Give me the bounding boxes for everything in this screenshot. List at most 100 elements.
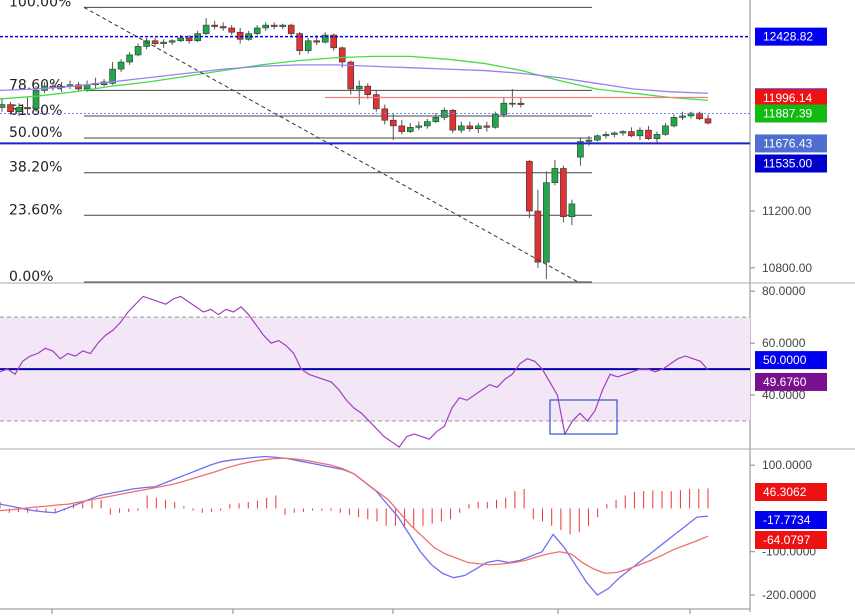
rsi-axis-tick-label: 40.0000 bbox=[762, 388, 806, 402]
macd-tag-box bbox=[755, 511, 827, 529]
candle-body bbox=[415, 125, 423, 128]
candle-body bbox=[338, 47, 346, 63]
candle-body bbox=[160, 41, 167, 44]
candle-body bbox=[253, 27, 261, 34]
candle-body bbox=[611, 132, 618, 135]
candle-body bbox=[534, 210, 542, 263]
macd-tag-box bbox=[755, 531, 827, 549]
candle-body bbox=[551, 168, 559, 183]
candle-body bbox=[594, 135, 601, 141]
candle-body bbox=[287, 24, 295, 34]
rsi-tag-box bbox=[755, 372, 827, 391]
macd-series-line bbox=[0, 455, 709, 596]
candle-body bbox=[151, 40, 159, 44]
candle-body bbox=[509, 102, 516, 105]
rsi-line bbox=[0, 295, 709, 448]
moving-average-line bbox=[0, 55, 709, 101]
candle-body bbox=[398, 125, 406, 132]
candle-body bbox=[296, 33, 304, 51]
price-tag-label: 11535.00 bbox=[763, 156, 812, 170]
candle-body bbox=[679, 115, 686, 118]
candle-body bbox=[347, 61, 355, 90]
candle-body bbox=[432, 117, 440, 122]
macd-tag-label: -17.7734 bbox=[763, 513, 811, 527]
price-tag-box bbox=[755, 154, 827, 173]
candle-body bbox=[662, 125, 669, 135]
candle-body bbox=[602, 134, 610, 137]
candle-body bbox=[262, 24, 269, 29]
candle-body bbox=[211, 24, 218, 27]
price-tag-label: 11996.14 bbox=[763, 91, 812, 105]
candle-body bbox=[117, 61, 125, 70]
candle-body bbox=[526, 161, 533, 212]
candle-body bbox=[560, 168, 567, 218]
candle-body bbox=[670, 117, 678, 127]
candle-body bbox=[270, 24, 278, 27]
candle-body bbox=[177, 37, 184, 42]
candle-body bbox=[143, 40, 150, 47]
candle-body bbox=[32, 90, 40, 110]
price-tag-label: 12428.82 bbox=[763, 30, 813, 44]
candle-body bbox=[313, 40, 321, 43]
rsi-axis-tick-label: 80.0000 bbox=[762, 284, 806, 298]
price-tag-box bbox=[755, 134, 827, 153]
macd-tag-box bbox=[755, 483, 827, 501]
highlight-box bbox=[549, 399, 618, 435]
candle-body bbox=[7, 104, 14, 112]
fib-level-label: 50.00% bbox=[9, 125, 62, 141]
candle-body bbox=[619, 131, 627, 134]
candle-body bbox=[406, 127, 414, 132]
candle-body bbox=[381, 108, 389, 121]
candle-body bbox=[279, 24, 286, 27]
candle-body bbox=[687, 112, 695, 117]
candle-body bbox=[577, 141, 584, 158]
fib-anchor-trendline bbox=[83, 6, 579, 283]
rsi-axis-tick-label: 60.0000 bbox=[762, 336, 806, 350]
macd-tag-label: -64.0797 bbox=[763, 533, 811, 547]
candle-body bbox=[500, 102, 508, 115]
candle-body bbox=[202, 24, 210, 34]
price-tag-label: 11676.43 bbox=[763, 136, 812, 150]
rsi-tag-box bbox=[755, 351, 827, 370]
candle-body bbox=[355, 85, 363, 90]
price-tag-label: 11887.39 bbox=[763, 106, 812, 120]
price-axis-tick-label: 11200.00 bbox=[762, 204, 811, 218]
candle-body bbox=[168, 40, 176, 43]
fib-level-label: 23.60% bbox=[9, 202, 62, 218]
fib-level-label: 38.20% bbox=[9, 160, 62, 176]
candle-body bbox=[458, 125, 465, 131]
candle-body bbox=[585, 139, 593, 142]
candle-body bbox=[304, 40, 312, 51]
price-tag-box bbox=[755, 89, 827, 108]
candle-body bbox=[236, 31, 244, 40]
candle-body bbox=[134, 46, 142, 56]
candle-body bbox=[424, 121, 431, 127]
candle-body bbox=[653, 134, 661, 139]
candle-body bbox=[568, 203, 576, 218]
moving-average-line bbox=[0, 64, 709, 94]
candle-body bbox=[75, 84, 82, 90]
fib-level-label: 0.00% bbox=[9, 269, 53, 285]
candle-body bbox=[372, 94, 380, 110]
candle-body bbox=[15, 107, 23, 112]
candle-body bbox=[185, 37, 193, 42]
candle-body bbox=[696, 112, 703, 120]
macd-tag-label: 46.3062 bbox=[763, 485, 807, 499]
candle-body bbox=[475, 125, 482, 130]
fib-level-label: 100.00% bbox=[9, 0, 71, 10]
candle-body bbox=[109, 68, 116, 84]
candle-body bbox=[219, 26, 227, 29]
candle-body bbox=[24, 107, 31, 110]
candle-body bbox=[449, 109, 457, 131]
price-axis-tick-label: 10800.00 bbox=[762, 261, 812, 275]
macd-panel bbox=[0, 455, 709, 596]
candle-body bbox=[517, 102, 525, 105]
candle-body bbox=[330, 34, 338, 49]
candle-body bbox=[389, 119, 397, 127]
rsi-panel bbox=[0, 295, 855, 450]
candle-body bbox=[483, 125, 491, 128]
price-tag-box bbox=[755, 104, 827, 123]
price-tag-box bbox=[755, 27, 827, 46]
